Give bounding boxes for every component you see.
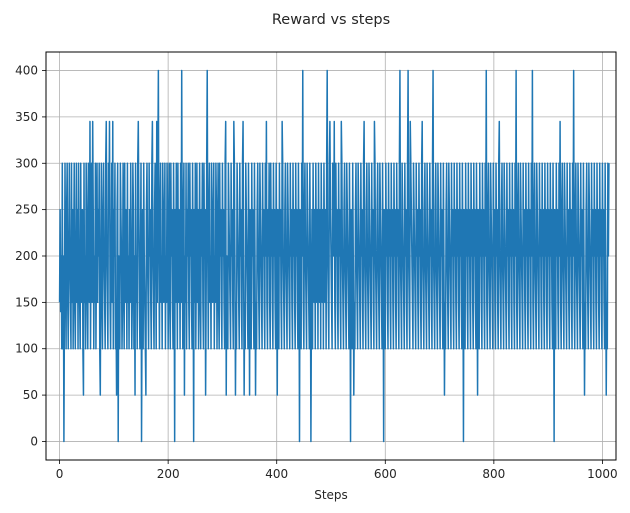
- y-tick-label: 150: [15, 295, 38, 309]
- y-axis-ticks: 0 50 100 150 200 250 300 350 400: [15, 64, 46, 448]
- x-tick-label: 400: [265, 467, 288, 481]
- y-tick-label: 100: [15, 342, 38, 356]
- x-tick-label: 600: [374, 467, 397, 481]
- y-tick-label: 0: [30, 434, 38, 448]
- y-tick-label: 300: [15, 156, 38, 170]
- y-tick-label: 50: [23, 388, 38, 402]
- x-tick-label: 800: [482, 467, 505, 481]
- x-tick-label: 200: [157, 467, 180, 481]
- plot-series: [58, 69, 610, 443]
- x-tick-label: 0: [56, 467, 64, 481]
- x-axis-ticks: 0 200 400 600 800 1000: [56, 460, 618, 481]
- y-tick-label: 350: [15, 110, 38, 124]
- x-axis-label: Steps: [314, 488, 348, 502]
- reward-series-line: [58, 69, 610, 443]
- y-tick-label: 250: [15, 203, 38, 217]
- chart-title: Reward vs steps: [272, 12, 390, 28]
- y-tick-label: 400: [15, 64, 38, 78]
- x-tick-label: 1000: [587, 467, 618, 481]
- y-tick-label: 200: [15, 249, 38, 263]
